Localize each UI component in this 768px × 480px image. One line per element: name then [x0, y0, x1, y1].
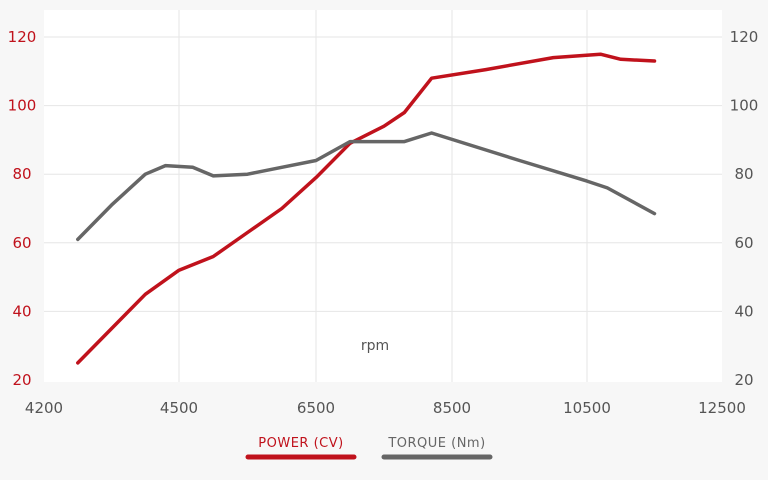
ticks: 120 100 80 60 40 20 120 100 80 60 40 20 4200 4500 6500… — [8, 28, 759, 417]
x-tick-label: 4500 — [160, 399, 198, 417]
x-tick-label: 4200 — [25, 399, 63, 417]
y-left-tick-label: 20 — [12, 371, 31, 389]
x-axis-label: rpm — [361, 338, 389, 354]
y-left-tick-label: 100 — [8, 97, 37, 115]
y-left-tick-label: 80 — [12, 165, 31, 183]
x-tick-label: 6500 — [297, 399, 335, 417]
legend-label: POWER (CV) — [258, 436, 343, 451]
y-right-tick-label: 40 — [734, 302, 753, 320]
y-right-tick-label: 20 — [734, 371, 753, 389]
series-line-torque — [76, 131, 657, 242]
grid — [44, 10, 722, 382]
legend-label: TORQUE (Nm) — [387, 436, 485, 451]
y-left-tick-label: 60 — [12, 234, 31, 252]
legend: POWER (CV) TORQUE (Nm) — [245, 436, 493, 460]
series-lines — [76, 52, 657, 365]
y-right-tick-label: 80 — [734, 165, 753, 183]
x-tick-label: 10500 — [563, 399, 611, 417]
y-left-tick-label: 120 — [8, 28, 37, 46]
y-right-tick-label: 60 — [734, 234, 753, 252]
x-tick-label: 8500 — [433, 399, 471, 417]
y-right-tick-label: 100 — [730, 97, 759, 115]
x-tick-label: 12500 — [698, 399, 746, 417]
y-left-tick-label: 40 — [12, 302, 31, 320]
plot-area — [44, 10, 722, 382]
y-right-tick-label: 120 — [730, 28, 759, 46]
